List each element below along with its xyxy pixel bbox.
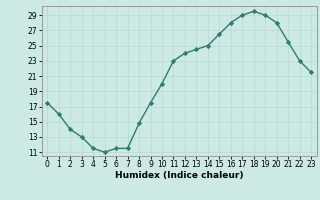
X-axis label: Humidex (Indice chaleur): Humidex (Indice chaleur): [115, 171, 244, 180]
